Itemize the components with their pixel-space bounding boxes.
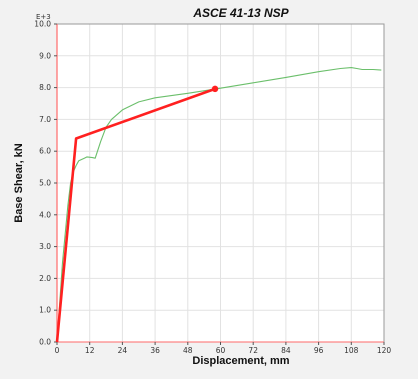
- y-tick-label: 4.0: [39, 210, 51, 219]
- x-tick-label: 24: [118, 346, 128, 355]
- target-point-marker: [211, 85, 219, 93]
- y-tick-label: 7.0: [39, 115, 51, 124]
- x-ticks: 0 12 24 36 48 60 72 84 96 108 120: [55, 342, 392, 355]
- y-tick-label: 1.0: [39, 306, 51, 315]
- y-axis-label: Base Shear, kN: [13, 143, 25, 223]
- pushover-curve-line: [56, 67, 382, 343]
- bilinear-idealization-line: [55, 87, 216, 343]
- y-tick-label: 0.0: [39, 338, 51, 347]
- y-ticks: 0.0 1.0 2.0 3.0 4.0 5.0 6.0 7.0 8.0 9.0 10.0: [34, 20, 57, 347]
- y-tick-label: 6.0: [39, 147, 51, 156]
- x-tick-label: 72: [248, 346, 258, 355]
- y-tick-label: 2.0: [39, 274, 51, 283]
- y-tick-label: 10.0: [34, 20, 51, 29]
- x-tick-label: 96: [314, 346, 324, 355]
- x-tick-label: 12: [85, 346, 95, 355]
- x-tick-label: 84: [281, 346, 291, 355]
- chart-title: ASCE 41-13 NSP: [192, 6, 289, 20]
- x-axis-label: Displacement, mm: [192, 355, 289, 367]
- x-tick-label: 0: [55, 346, 60, 355]
- x-tick-label: 48: [183, 346, 193, 355]
- x-tick-label: 60: [216, 346, 226, 355]
- y-tick-label: 9.0: [39, 51, 51, 60]
- y-tick-label: 3.0: [39, 242, 51, 251]
- x-tick-label: 36: [150, 346, 160, 355]
- y-tick-label: 8.0: [39, 83, 51, 92]
- y-tick-label: 5.0: [39, 179, 51, 188]
- x-tick-label: 108: [344, 346, 359, 355]
- y-multiplier: E+3: [36, 13, 51, 21]
- x-tick-label: 120: [377, 346, 392, 355]
- series: [55, 67, 382, 343]
